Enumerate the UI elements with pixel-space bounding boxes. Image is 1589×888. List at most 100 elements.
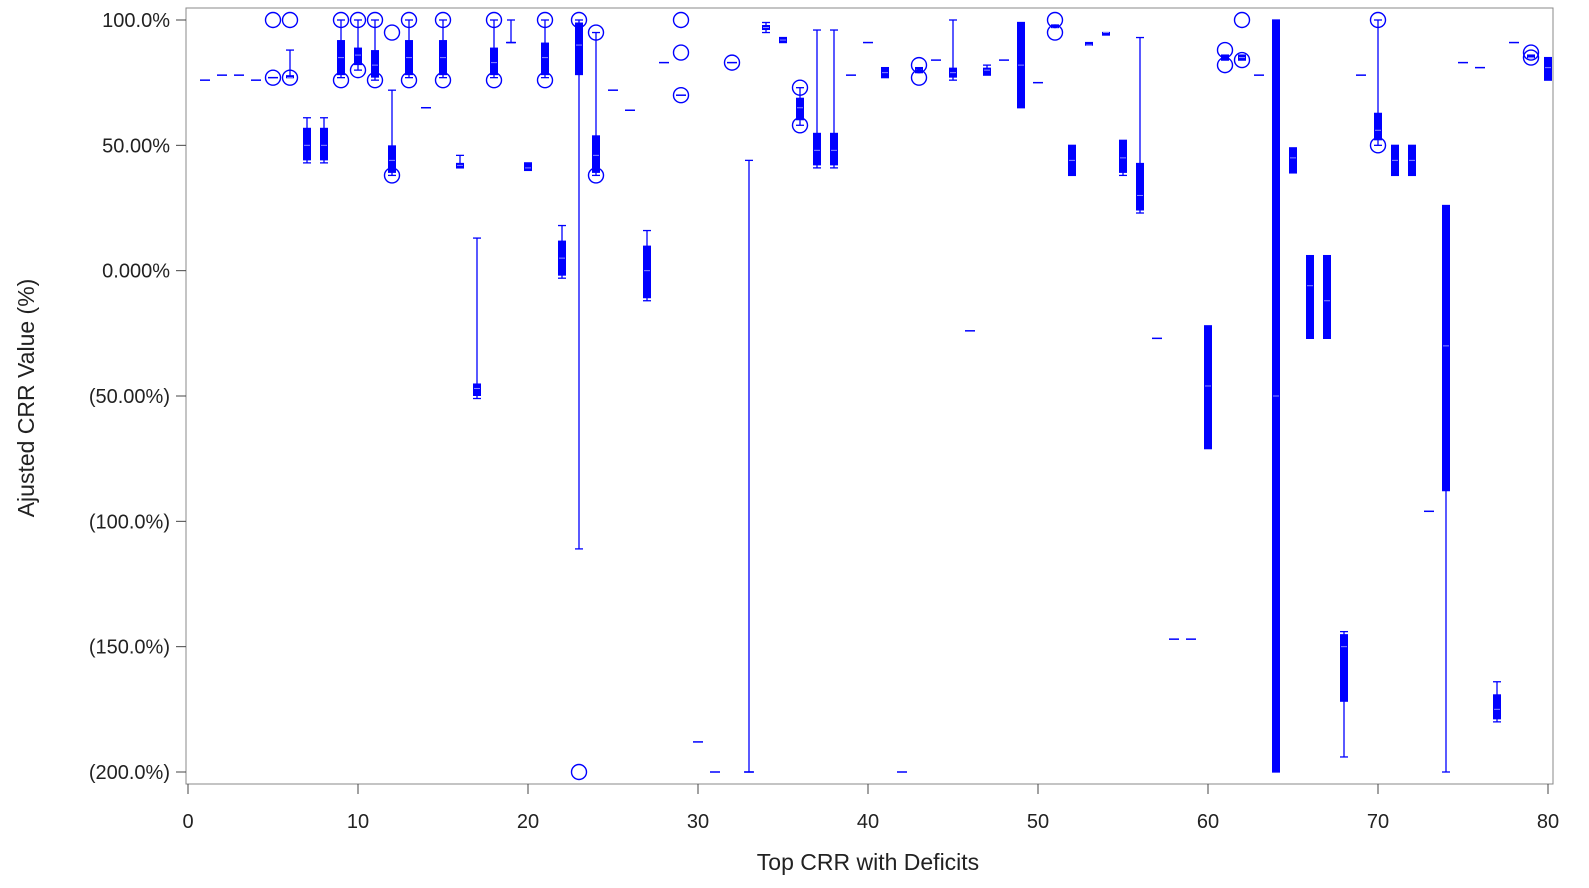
box-24 [592, 31, 600, 177]
iqr-box [1374, 112, 1382, 141]
box-6 [286, 49, 294, 79]
x-tick-label: 40 [857, 811, 879, 833]
outlier-point [723, 54, 741, 71]
outlier-point [1522, 49, 1540, 66]
outliers-layer [264, 11, 1540, 781]
box-36 [796, 87, 804, 126]
box-64 [1272, 19, 1280, 773]
outlier-point [910, 56, 928, 74]
box-65 [1289, 147, 1297, 174]
iqr-box [1527, 55, 1535, 58]
outlier-point [536, 71, 554, 89]
outlier-point [400, 71, 418, 89]
box-71 [1391, 144, 1399, 177]
y-tick-label: 50.00% [102, 135, 170, 157]
outlier-point [791, 79, 809, 96]
outlier-point [332, 11, 350, 29]
box-54 [1102, 31, 1110, 36]
outlier-point [570, 763, 588, 781]
box-37 [813, 29, 821, 169]
box-60 [1204, 325, 1212, 450]
outlier-point [1233, 11, 1251, 29]
x-axis-title: Top CRR with Deficits [757, 849, 979, 875]
iqr-box [1102, 32, 1110, 36]
box-38 [830, 29, 838, 169]
iqr-box [592, 135, 600, 173]
box-18 [490, 19, 498, 79]
box-45 [949, 19, 957, 81]
outlier-point [281, 69, 299, 86]
iqr-box [1136, 162, 1144, 211]
x-axis: 0 10 20 30 40 50 60 70 80 [182, 784, 1559, 833]
box-23 [575, 19, 583, 550]
iqr-box [1442, 205, 1450, 492]
outlier-point [332, 71, 350, 89]
box-67 [1323, 254, 1331, 339]
box-66 [1306, 254, 1314, 339]
y-tick-label: 0.000% [102, 261, 170, 283]
outlier-point [910, 69, 928, 86]
box-52 [1068, 144, 1076, 177]
box-33 [744, 159, 754, 773]
iqr-box [643, 245, 651, 299]
x-tick-label: 50 [1027, 811, 1049, 833]
iqr-box [1544, 57, 1552, 81]
box-53 [1085, 41, 1093, 46]
outlier-point [366, 71, 384, 89]
y-tick-label: (100.0%) [89, 511, 170, 533]
outlier-point [349, 61, 367, 79]
x-tick-label: 20 [517, 811, 539, 833]
box-47 [983, 64, 991, 76]
outlier-point [1233, 51, 1251, 69]
box-74 [1442, 204, 1450, 773]
box-16 [456, 154, 464, 169]
iqr-box [1289, 147, 1297, 173]
outlier-point [281, 11, 299, 29]
box-22 [558, 224, 566, 279]
box-70 [1374, 19, 1382, 146]
iqr-box [575, 22, 583, 76]
x-tick-label: 80 [1537, 811, 1559, 833]
box-7 [303, 117, 311, 164]
iqr-box [1204, 325, 1212, 449]
x-tick-label: 30 [687, 811, 709, 833]
y-tick-label: (200.0%) [89, 762, 170, 784]
iqr-box [541, 42, 549, 76]
iqr-box [473, 383, 481, 396]
iqr-box [1119, 140, 1127, 173]
outlier-point [434, 11, 452, 29]
outlier-point [400, 11, 418, 29]
iqr-box [371, 50, 379, 78]
box-72 [1408, 144, 1416, 177]
iqr-box [983, 67, 991, 76]
box-77 [1493, 681, 1501, 723]
iqr-box [830, 132, 838, 166]
iqr-box [1085, 42, 1093, 46]
outlier-point [264, 11, 282, 29]
outlier-point [1046, 11, 1064, 29]
box-27 [643, 229, 651, 302]
outlier-point [485, 11, 503, 29]
outlier-point [587, 167, 605, 184]
box-15 [439, 19, 447, 79]
outlier-point [1369, 11, 1387, 29]
outlier-point [570, 11, 588, 29]
iqr-box [303, 127, 311, 161]
box-10 [354, 19, 362, 71]
box-13 [405, 19, 413, 79]
iqr-box [1306, 255, 1314, 339]
outlier-point [672, 86, 690, 104]
outlier-point [791, 117, 809, 134]
y-axis: 100.0% 50.00% 0.000% (50.00%) (100.0%) (150.0… [89, 10, 186, 784]
iqr-box [1493, 694, 1501, 720]
box-62 [1238, 54, 1246, 61]
y-tick-label: (50.00%) [89, 386, 170, 408]
box-20 [524, 162, 532, 172]
y-tick-label: (150.0%) [89, 637, 170, 659]
outlier-point [587, 24, 605, 41]
box-55 [1119, 139, 1127, 177]
outlier-point [1369, 137, 1387, 154]
iqr-box [320, 127, 328, 161]
box-56 [1136, 36, 1144, 214]
